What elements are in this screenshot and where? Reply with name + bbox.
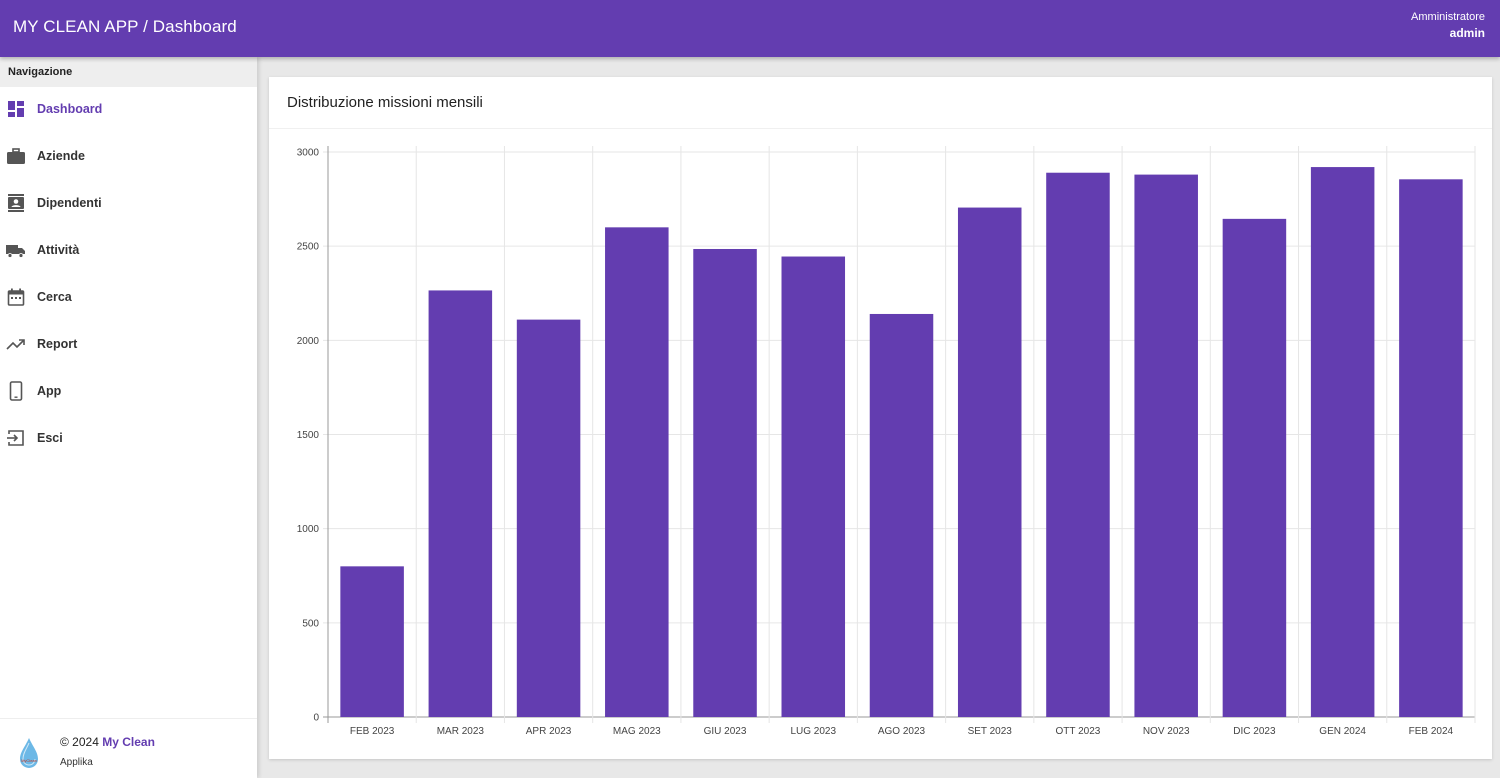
user-menu[interactable]: Amministratore admin <box>1411 11 1485 42</box>
x-tick-label: OTT 2023 <box>1056 726 1101 737</box>
smartphone-icon <box>6 381 26 401</box>
calendar-icon <box>6 287 26 307</box>
trending-up-icon <box>6 334 26 354</box>
copyright-text: © 2024 <box>60 735 103 749</box>
bar-set-2023 <box>957 207 1022 717</box>
y-tick-label: 1500 <box>297 430 320 441</box>
chart-card: Distribuzione missioni mensili 0 500 1000 1… <box>269 77 1492 759</box>
card-title: Distribuzione missioni mensili <box>269 77 1492 129</box>
x-tick-label: LUG 2023 <box>790 726 836 737</box>
contact-card-icon <box>6 193 26 213</box>
bar-ago-2023 <box>869 313 934 717</box>
company-name: Applika <box>60 757 93 768</box>
sidebar-item-label: App <box>37 384 62 398</box>
x-tick-label: APR 2023 <box>526 726 572 737</box>
y-tick-label: 3000 <box>297 148 320 159</box>
bar-nov-2023 <box>1134 174 1198 718</box>
sidebar-item-app[interactable]: App <box>0 371 257 411</box>
x-tick-label: NOV 2023 <box>1143 726 1190 737</box>
truck-icon <box>6 240 26 260</box>
bar-mag-2023 <box>605 227 669 717</box>
sidebar-item-cerca[interactable]: Cerca <box>0 277 257 317</box>
x-tick-label: FEB 2024 <box>1409 726 1454 737</box>
y-tick-label: 500 <box>302 618 319 629</box>
app-header: MY CLEAN APP / Dashboard Amministratore … <box>0 0 1500 57</box>
sidebar-item-label: Cerca <box>37 290 72 304</box>
chart-area: 0 500 1000 1500 2000 2500 3000 FEB 2023 MAR 2023… <box>269 130 1492 759</box>
sidebar-header: Navigazione <box>0 57 257 87</box>
bar-dic-2023 <box>1222 218 1287 717</box>
sidebar-item-aziende[interactable]: Aziende <box>0 136 257 176</box>
page-title: MY CLEAN APP / Dashboard <box>13 17 237 36</box>
x-tick-label: GIU 2023 <box>704 726 747 737</box>
sidebar-item-dipendenti[interactable]: Dipendenti <box>0 183 257 223</box>
droplet-logo-icon: MyClean <box>17 737 41 771</box>
bar-feb-2023 <box>340 566 404 717</box>
x-tick-label: MAG 2023 <box>613 726 661 737</box>
x-tick-label: AGO 2023 <box>878 726 926 737</box>
bar-mar-2023 <box>428 290 493 717</box>
y-tick-label: 2500 <box>297 242 320 253</box>
user-name: admin <box>1449 26 1485 40</box>
sidebar-footer: MyClean © 2024 My Clean Applika <box>0 718 257 778</box>
sidebar-item-label: Dipendenti <box>37 196 102 210</box>
logo-text: MyClean <box>21 758 37 763</box>
logout-icon <box>6 428 26 448</box>
copyright: © 2024 My Clean <box>60 735 155 749</box>
sidebar-item-attivita[interactable]: Attività <box>0 230 257 270</box>
sidebar-item-label: Attività <box>37 243 80 257</box>
sidebar-item-esci[interactable]: Esci <box>0 418 257 458</box>
x-tick-label: SET 2023 <box>968 726 1013 737</box>
sidebar-item-label: Report <box>37 337 78 351</box>
user-role: Amministratore <box>1411 11 1485 23</box>
sidebar-item-dashboard[interactable]: Dashboard <box>0 89 257 129</box>
sidebar-item-label: Esci <box>37 431 63 445</box>
sidebar-item-label: Aziende <box>37 149 85 163</box>
bar-feb-2024 <box>1399 179 1463 717</box>
x-tick-label: FEB 2023 <box>350 726 395 737</box>
bar-lug-2023 <box>781 256 846 717</box>
y-tick-label: 2000 <box>297 336 320 347</box>
x-tick-label: GEN 2024 <box>1319 726 1366 737</box>
bar-apr-2023 <box>516 319 581 717</box>
x-tick-label: MAR 2023 <box>437 726 485 737</box>
sidebar: Navigazione Dashboard Aziende Dipendenti… <box>0 57 257 778</box>
y-tick-label: 1000 <box>297 524 320 535</box>
bar-giu-2023 <box>693 248 757 717</box>
briefcase-icon <box>6 146 26 166</box>
x-tick-label: DIC 2023 <box>1233 726 1276 737</box>
dashboard-icon <box>6 99 26 119</box>
brand-link[interactable]: My Clean <box>102 735 155 749</box>
y-tick-label: 0 <box>313 713 319 724</box>
bar-chart: 0 500 1000 1500 2000 2500 3000 FEB 2023 MAR 2023… <box>297 146 1476 737</box>
bar-gen-2024 <box>1310 167 1375 718</box>
sidebar-item-label: Dashboard <box>37 102 103 116</box>
sidebar-item-report[interactable]: Report <box>0 324 257 364</box>
bar-ott-2023 <box>1046 172 1110 717</box>
